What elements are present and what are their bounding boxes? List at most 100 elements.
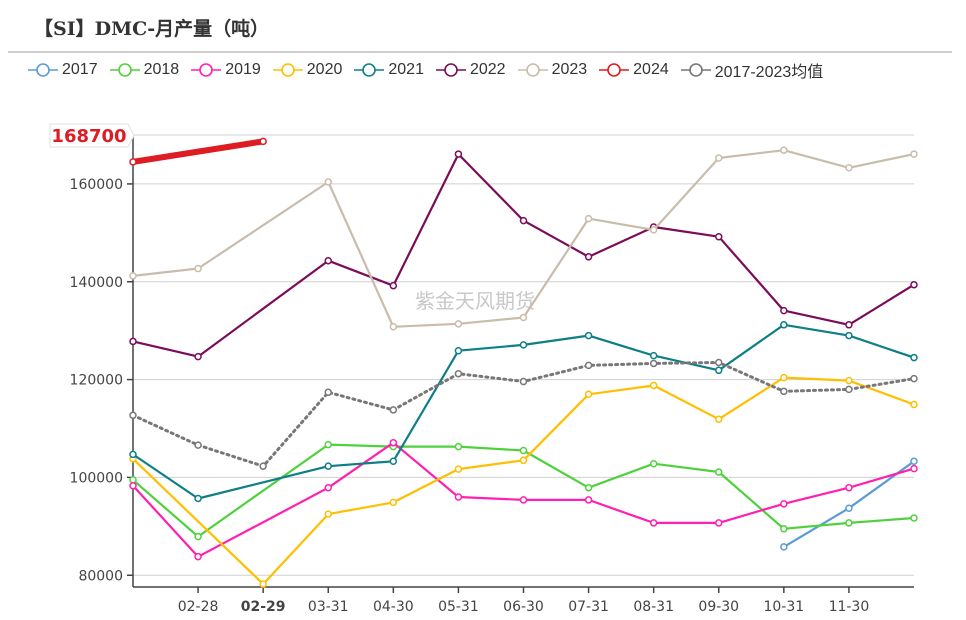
data-point-2023 <box>780 146 788 154</box>
data-point-2023 <box>129 272 137 280</box>
legend-item-2017-2023均值[interactable]: 2017-2023均值 <box>680 58 823 82</box>
data-point-2018 <box>910 514 918 522</box>
data-point-2021 <box>389 457 398 466</box>
data-point-2017-2023均值 <box>780 387 788 396</box>
data-point-2020 <box>910 400 918 409</box>
data-point-2019 <box>454 493 463 501</box>
y-tick-label: 100000 <box>70 470 123 486</box>
data-point-2021 <box>129 450 137 459</box>
data-point-2017 <box>910 457 918 466</box>
data-point-2021 <box>649 351 658 360</box>
series-line-2021 <box>131 323 916 500</box>
data-point-2023 <box>519 313 528 322</box>
data-point-2022 <box>194 352 202 361</box>
data-point-2021 <box>780 321 788 329</box>
legend-item-2023[interactable]: 2023 <box>517 58 588 82</box>
data-point-2017-2023均值 <box>259 462 267 470</box>
data-point-2017-2023均值 <box>715 358 723 367</box>
data-point-2022 <box>129 337 137 346</box>
data-point-2017-2023均值 <box>389 406 398 414</box>
legend-marker-icon <box>599 63 630 77</box>
legend: 2017 2018 2019 2020 2021 2022 2023 2024 2017-202… <box>28 58 823 82</box>
data-point-2017-2023均值 <box>845 385 853 394</box>
data-point-2021 <box>519 341 528 349</box>
data-point-2023 <box>324 178 332 186</box>
data-point-2019 <box>389 438 398 447</box>
series-line-2024 <box>130 138 267 165</box>
data-point-2020 <box>845 376 853 385</box>
data-point-2022 <box>389 281 398 290</box>
data-point-2020 <box>519 456 528 465</box>
data-point-2020 <box>715 415 723 423</box>
data-point-2018 <box>129 476 137 484</box>
data-point-2019 <box>780 500 788 508</box>
data-point-2019 <box>910 464 918 473</box>
value-badge-label: 168700 <box>51 126 126 147</box>
data-point-2020 <box>454 465 463 473</box>
legend-item-2021[interactable]: 2021 <box>354 58 424 82</box>
series-line-2022 <box>131 153 916 358</box>
data-point-2021 <box>194 494 202 503</box>
data-point-2020 <box>259 580 267 588</box>
y-tick-label: 120000 <box>70 373 123 389</box>
watermark: 紫金天风期货 <box>415 289 535 313</box>
data-point-2018 <box>194 532 202 541</box>
data-point-2020 <box>389 498 398 507</box>
legend-item-2018[interactable]: 2018 <box>109 58 180 82</box>
data-point-2019 <box>519 496 528 504</box>
x-tick-label: 04-30 <box>373 599 414 615</box>
legend-marker-icon <box>28 63 58 77</box>
legend-item-2019[interactable]: 2019 <box>191 58 261 82</box>
data-point-2018 <box>454 442 463 451</box>
legend-item-2017[interactable]: 2017 <box>28 58 98 82</box>
legend-label: 2018 <box>143 61 180 78</box>
y-tick-label: 80000 <box>78 568 123 584</box>
data-point-2019 <box>584 496 593 504</box>
data-point-2021 <box>584 331 593 340</box>
legend-marker-icon <box>272 63 303 77</box>
x-tick-label: 06-30 <box>503 599 544 615</box>
x-tick-label: 07-31 <box>568 599 609 615</box>
legend-label: 2024 <box>633 61 669 78</box>
data-point-2018 <box>584 483 593 492</box>
data-point-2018 <box>780 525 788 533</box>
data-point-2018 <box>845 519 853 527</box>
series-line-2023 <box>131 149 916 328</box>
y-tick-label: 160000 <box>70 177 123 193</box>
series-line-2018 <box>131 443 916 538</box>
data-point-2022 <box>519 216 528 225</box>
legend-item-2022[interactable]: 2022 <box>435 58 506 82</box>
data-point-2021 <box>324 462 332 470</box>
legend-label: 2022 <box>469 61 506 78</box>
data-point-2022 <box>584 253 593 261</box>
legend-item-2024[interactable]: 2024 <box>599 58 669 82</box>
data-point-2019 <box>715 519 723 527</box>
data-point-2017-2023均值 <box>129 411 137 420</box>
legend-label: 2019 <box>225 61 261 78</box>
legend-label: 2023 <box>551 61 588 78</box>
data-point-2024 <box>259 137 267 146</box>
data-point-2023 <box>194 264 202 273</box>
x-tick-label: 11-30 <box>829 599 870 615</box>
x-tick-label: 02-28 <box>178 599 219 615</box>
data-point-2017 <box>780 543 788 551</box>
data-point-2018 <box>324 440 332 449</box>
data-point-2017-2023均值 <box>910 374 918 383</box>
data-point-2024 <box>129 158 137 166</box>
data-point-2021 <box>454 346 463 355</box>
legend-marker-icon <box>109 63 140 77</box>
data-point-2020 <box>324 510 332 518</box>
legend-item-2020[interactable]: 2020 <box>272 58 343 82</box>
x-tick-label: 03-31 <box>308 599 349 615</box>
legend-marker-icon <box>435 63 466 77</box>
legend-label: 2017 <box>62 61 98 78</box>
legend-marker-icon <box>517 63 548 77</box>
value-badge <box>49 123 135 148</box>
legend-label: 2021 <box>388 61 424 78</box>
data-point-2023 <box>389 323 398 331</box>
legend-label: 2020 <box>306 61 343 78</box>
chart-title: 【SI】DMC-月产量（吨） <box>34 18 270 40</box>
data-point-2023 <box>649 226 658 234</box>
data-point-2022 <box>454 150 463 158</box>
